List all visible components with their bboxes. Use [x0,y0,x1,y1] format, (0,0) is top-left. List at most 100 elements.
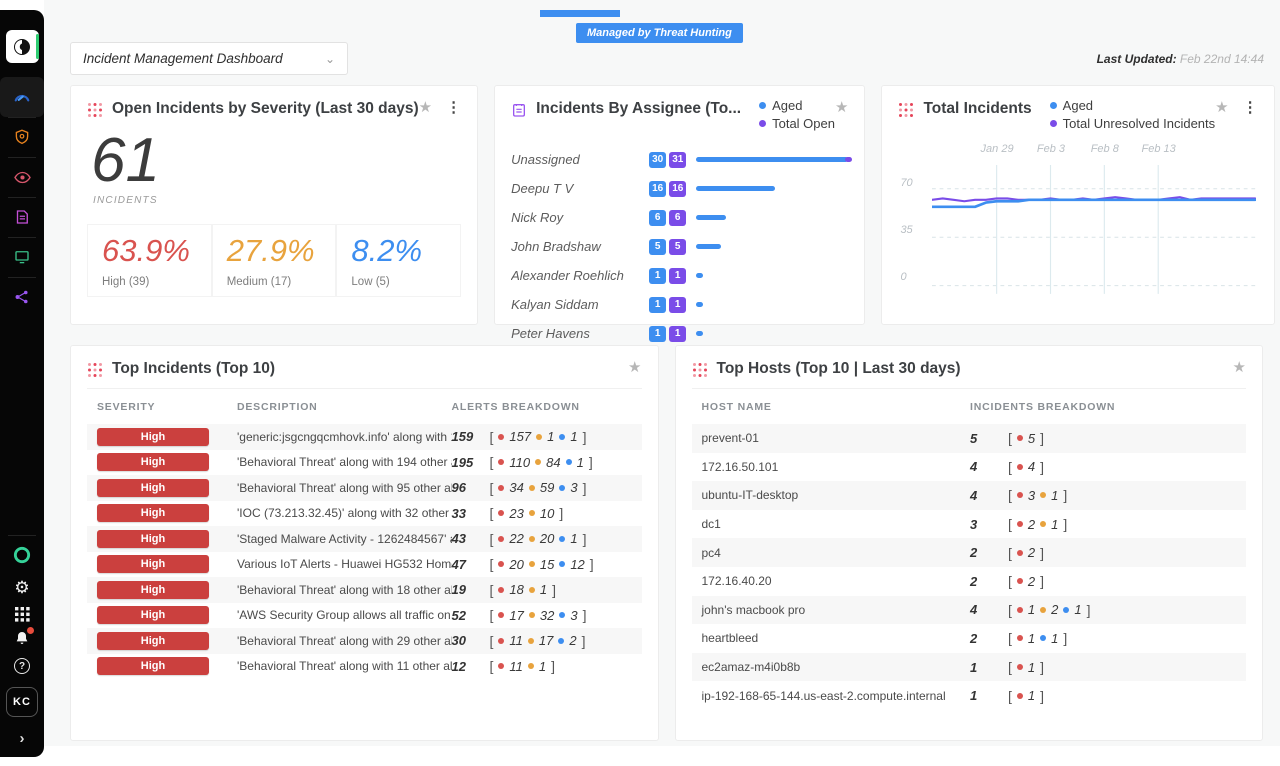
notifications-button[interactable] [0,626,44,653]
assignee-row[interactable]: Deepu T V 16 16 [511,174,848,203]
assignee-rows: Unassigned 30 31 Deepu T V 16 16 Nick Roy … [511,145,853,348]
table-row[interactable]: dc1 3 [2 1] [692,510,1247,539]
x-tick: Feb 3 [1036,143,1066,155]
alerts-breakdown: [157 1 1] [489,428,587,445]
dot-grid-icon [692,363,707,377]
sidebar-nav [0,77,44,317]
table-row[interactable]: 172.16.40.20 2 [2] [692,567,1247,596]
incident-description: 'Behavioral Threat' along with 11 other … [237,659,452,674]
table-row[interactable]: High 'Behavioral Threat' along with 11 o… [87,654,642,680]
host-name: 172.16.40.20 [701,574,772,589]
table-row[interactable]: High 'AWS Security Group allows all traf… [87,603,642,629]
aged-badge: 1 [649,267,667,284]
topbar: Incident Management Dashboard ⌄ Managed … [44,0,1280,85]
aged-badge: 1 [649,296,667,313]
col-incidents-breakdown: INCIDENTS BREAKDOWN [970,400,1116,413]
widgets-row-1: Open Incidents by Severity (Last 30 days… [70,85,1275,342]
table-row[interactable]: High Various IoT Alerts - Huawei HG532 H… [87,552,642,578]
incident-total: 2 [970,630,978,646]
alert-total: 43 [451,531,466,547]
table-row[interactable]: High 'Staged Malware Activity - 12624845… [87,526,642,552]
bell-icon [14,626,34,651]
table-row[interactable]: High 'IOC (73.213.32.45)' along with 32 … [87,501,642,527]
legend-item-aged[interactable]: Aged [1049,98,1215,113]
incident-total: 1 [970,659,978,675]
sidebar-item-network[interactable] [0,277,44,317]
table-row[interactable]: High 'generic:jsgcngqcmhovk.info' along … [87,424,642,450]
dot-grid-icon [88,363,102,377]
kebab-menu-icon[interactable]: ⋮ [1242,99,1258,116]
assignee-bar [696,215,726,220]
brand-logo[interactable] [5,30,39,63]
assignee-bar [696,302,704,307]
legend-item-aged[interactable]: Aged [759,98,835,113]
table-row[interactable]: john's macbook pro 4 [1 2 1] [691,595,1246,625]
sidebar-item-dashboard[interactable] [0,77,44,117]
card-title: Top Incidents (Top 10) [112,360,276,377]
legend-item-unresolved[interactable]: Total Unresolved Incidents [1049,116,1215,131]
alerts-breakdown: [11 17 2] [489,632,586,649]
kebab-menu-icon[interactable]: ⋮ [446,99,462,116]
top-hosts-table: HOST NAME INCIDENTS BREAKDOWN prevent-01… [691,388,1247,710]
legend: Aged Total Unresolved Incidents [1049,98,1215,131]
alert-total: 30 [451,633,466,649]
alert-total: 33 [451,505,466,521]
sidebar-expand-button[interactable]: › [0,725,44,751]
legend-label: Aged [772,98,803,113]
dashboard-content: Open Incidents by Severity (Last 30 days… [44,85,1280,741]
grid-icon [14,606,30,622]
sidebar-item-threats[interactable] [0,157,44,197]
sidebar-item-reports[interactable] [0,197,44,237]
favorite-star-icon[interactable]: ★ [1215,99,1229,116]
table-row[interactable]: 172.16.50.101 4 [4] [692,453,1247,482]
favorite-star-icon[interactable]: ★ [834,99,849,116]
sidebar-item-shield[interactable] [0,117,44,157]
y-tick-35: 35 [900,224,913,236]
table-row[interactable]: pc4 2 [2] [691,538,1246,567]
table-row[interactable]: ubuntu-IT-desktop 4 [3 1] [691,481,1246,510]
favorite-star-icon[interactable]: ★ [418,99,433,116]
sidebar-item-status-ring[interactable] [0,535,44,575]
total-open-badge: 1 [669,296,687,313]
settings-button[interactable]: ⚙ [0,575,44,601]
severity-badge: High [97,606,209,625]
legend: Aged Total Open [759,98,835,131]
table-row[interactable]: prevent-01 5 [5] [691,424,1246,453]
table-row[interactable]: ec2amaz-m4i0b8b 1 [1] [691,652,1246,682]
table-row[interactable]: High 'Behavioral Threat' along with 95 o… [87,475,642,501]
y-tick-70: 70 [900,177,913,189]
aged-badge: 30 [649,151,667,168]
table-row[interactable]: High 'Behavioral Threat' along with 18 o… [87,577,642,603]
assignee-row[interactable]: Unassigned 30 31 [511,145,853,174]
favorite-star-icon[interactable]: ★ [1232,359,1246,376]
aged-badge: 5 [649,238,667,255]
col-host-name: HOST NAME [701,400,772,413]
card-header: Incidents By Assignee (To... Aged Total … [511,98,849,131]
sidebar-item-endpoints[interactable] [0,237,44,277]
total-incidents-label: INCIDENTS [93,195,158,207]
table-row[interactable]: ip-192-168-65-144.us-east-2.compute.inte… [692,681,1247,710]
incidents-breakdown: [2] [1008,544,1045,561]
table-row[interactable]: heartbleed 2 [1 1] [692,624,1247,653]
help-button[interactable]: ? [0,653,44,679]
dashboard-selector[interactable]: Incident Management Dashboard ⌄ [70,42,348,75]
host-name: dc1 [701,517,721,532]
favorite-star-icon[interactable]: ★ [628,359,642,376]
legend-item-total-open[interactable]: Total Open [759,116,835,131]
table-body: High 'generic:jsgcngqcmhovk.info' along … [87,424,642,679]
table-row[interactable]: High 'Behavioral Threat' along with 29 o… [87,628,642,654]
alert-total: 96 [451,480,466,496]
help-icon: ? [14,658,30,674]
sidebar: ⚙ [0,10,44,757]
plot-area: Jan 29 Feb 3 Feb 8 Feb 13 [932,141,1256,309]
legend-dot-purple [1049,120,1057,127]
severity-badge: High [97,631,209,650]
avatar[interactable]: KC [6,687,38,717]
apps-button[interactable] [0,601,44,627]
table-row[interactable]: High 'Behavioral Threat' along with 194 … [87,450,642,476]
